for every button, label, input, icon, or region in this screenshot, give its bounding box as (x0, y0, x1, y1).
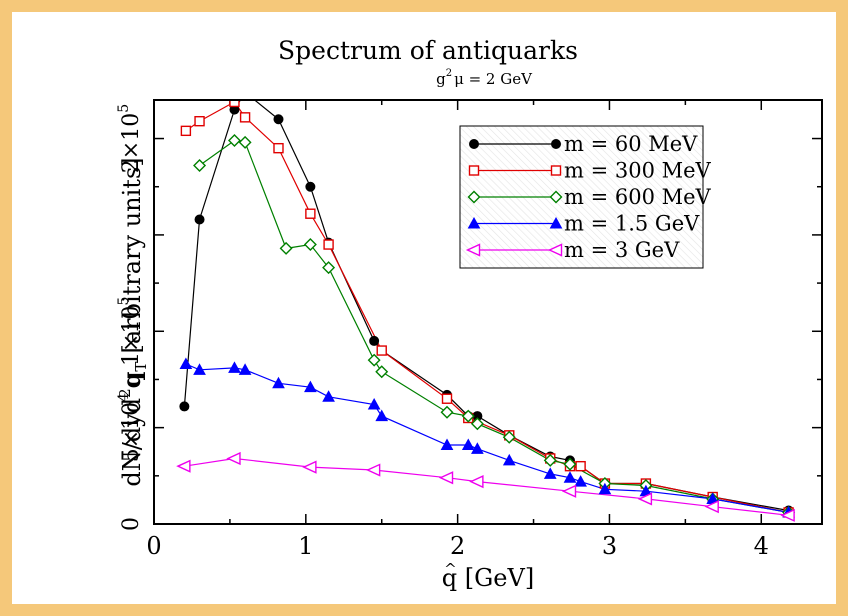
data-point (194, 214, 205, 225)
data-point (469, 139, 479, 149)
data-point (704, 500, 719, 514)
y-axis-label: dN/dyd2qT[arbitrary units] (116, 157, 150, 486)
data-point (502, 453, 516, 466)
x-tick-label: 4 (754, 532, 769, 560)
data-point (302, 460, 317, 474)
data-point (467, 190, 481, 204)
data-point (550, 165, 562, 176)
data-point (543, 467, 557, 479)
data-point (273, 114, 284, 125)
data-point (323, 239, 334, 250)
y-tick-label: 5×104 (116, 393, 144, 462)
data-point (367, 397, 381, 410)
x-tick-label: 3 (602, 532, 617, 560)
legend-label: m = 60 MeV (564, 132, 698, 156)
y-tick-label-group: 5×104 (116, 393, 144, 462)
data-point (305, 208, 316, 219)
data-point (469, 475, 484, 489)
data-point (304, 380, 317, 393)
y-tick-label-group: 0 (119, 517, 144, 531)
series-line (199, 139, 789, 513)
chart-title: Spectrum of antiquarks (278, 36, 578, 65)
y-tick-label: 1×105 (116, 297, 144, 366)
data-point (440, 438, 454, 450)
x-axis-label: q^ [GeV] (442, 560, 534, 592)
data-point (470, 417, 484, 431)
data-point (176, 459, 191, 473)
data-point (238, 363, 252, 375)
data-point (279, 241, 293, 255)
data-point (468, 165, 480, 176)
data-point (438, 471, 454, 485)
data-point (549, 190, 563, 204)
data-point (179, 401, 190, 412)
data-point (441, 393, 453, 404)
data-point (322, 261, 336, 275)
data-point (226, 451, 241, 466)
data-point (376, 345, 387, 356)
data-point (563, 471, 577, 483)
data-layer (176, 88, 796, 522)
data-point (241, 88, 250, 97)
data-point (561, 484, 577, 498)
data-point (467, 216, 481, 229)
data-point (440, 405, 454, 419)
data-point (193, 363, 206, 375)
data-point (272, 376, 285, 389)
data-point (369, 335, 380, 346)
plot-area: 0 1 2 3 4 0 5×104 1×105 2×105 m = 60 MeV m = 300 M… (116, 88, 823, 560)
data-point (305, 181, 316, 192)
data-point (375, 365, 389, 379)
x-tick-label: 1 (298, 532, 313, 560)
legend-label: m = 600 MeV (564, 185, 712, 209)
data-point (180, 125, 192, 137)
plot-frame (153, 99, 823, 525)
legend-label: m = 1.5 GeV (564, 212, 700, 236)
data-point (227, 133, 241, 147)
data-point (637, 492, 653, 506)
data-point (228, 361, 241, 373)
data-point (471, 442, 484, 454)
y-tick-label: 0 (119, 517, 144, 531)
data-point (229, 100, 240, 108)
data-point (194, 115, 205, 127)
x-tick-label: 0 (146, 532, 161, 560)
data-point (375, 409, 389, 422)
series-line (184, 457, 789, 516)
x-tick-label: 2 (450, 532, 465, 560)
data-point (465, 243, 481, 257)
chart-subtitle: g2 μ = 2 GeV (436, 68, 533, 88)
legend-label: m = 3 GeV (564, 238, 680, 262)
data-point (549, 216, 563, 229)
y-tick-label-group: 2×105 (116, 104, 144, 173)
data-point (461, 409, 475, 423)
data-point (273, 142, 284, 154)
data-point (238, 135, 252, 149)
data-point (502, 430, 516, 444)
data-point (598, 482, 612, 495)
data-point (303, 238, 317, 252)
y-tick-label-group: 1×105 (116, 297, 144, 366)
data-point (322, 390, 335, 402)
data-point (365, 463, 381, 477)
data-point (239, 112, 251, 123)
data-point (574, 475, 587, 487)
legend-label: m = 300 MeV (564, 159, 712, 183)
data-point (543, 453, 557, 467)
data-point (367, 353, 381, 367)
y-tick-label: 2×105 (116, 104, 144, 173)
data-point (551, 139, 561, 149)
data-point (575, 460, 586, 472)
data-point (461, 438, 475, 450)
data-point (193, 159, 207, 173)
data-point (547, 243, 563, 257)
data-point (780, 508, 795, 522)
data-point (563, 457, 577, 471)
data-point (179, 357, 193, 370)
